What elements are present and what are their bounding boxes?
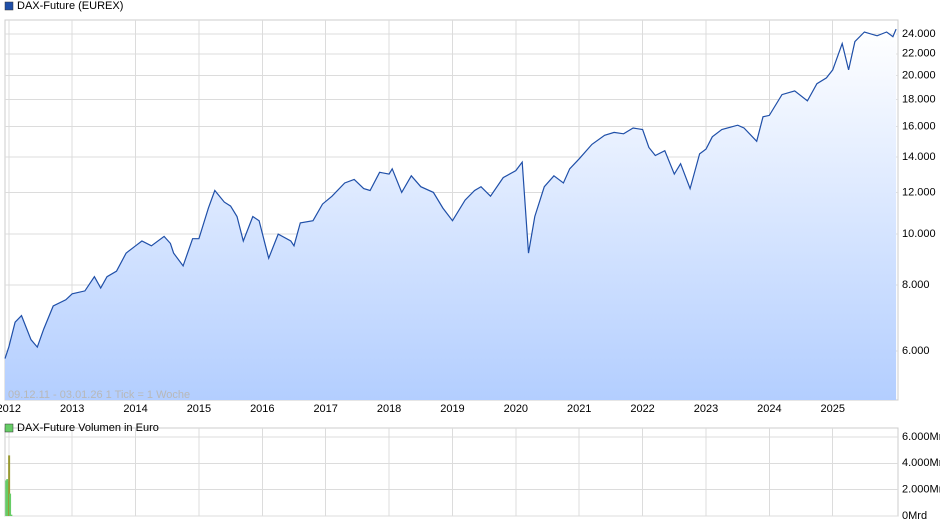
y-tick-label: 18.000 — [902, 94, 936, 106]
x-tick-label: 2022 — [630, 403, 654, 415]
legend-label: DAX-Future (EUREX) — [17, 0, 123, 12]
volume-bar — [8, 455, 11, 516]
x-tick-label: 2024 — [757, 403, 781, 415]
y-tick-label: 14.000 — [902, 151, 936, 163]
area — [5, 29, 897, 400]
annotation: 09.12.11 - 03.01.26 1 Tick = 1 Woche — [8, 389, 190, 401]
legend-label: DAX-Future Volumen in Euro — [17, 422, 159, 434]
volume-bar — [9, 493, 12, 516]
x-tick-label: 2023 — [694, 403, 718, 415]
x-tick-label: 2015 — [187, 403, 211, 415]
y-tick-label: 6.000 — [902, 345, 930, 357]
x-tick-label: 2017 — [313, 403, 337, 415]
x-tick-label: 2019 — [440, 403, 464, 415]
x-tick-label: 2014 — [123, 403, 147, 415]
x-tick-label: 2012 — [0, 403, 21, 415]
price-line — [4, 28, 897, 359]
y-tick-label: 12.000 — [902, 186, 936, 198]
legend-swatch — [4, 1, 14, 11]
y-tick-label: 20.000 — [902, 69, 936, 81]
y-tick-label: 10.000 — [902, 228, 936, 240]
x-tick-label: 2025 — [820, 403, 844, 415]
legend-swatch — [4, 423, 14, 433]
y-tick-label: 8.000 — [902, 279, 930, 291]
y-tick-label: 0Mrd — [902, 510, 927, 522]
x-tick-label: 2021 — [567, 403, 591, 415]
x-tick-label: 2018 — [377, 403, 401, 415]
plot-frame — [4, 427, 899, 517]
y-tick-label: 16.000 — [902, 120, 936, 132]
volume-bar — [10, 514, 13, 516]
x-tick-label: 2016 — [250, 403, 274, 415]
x-tick-label: 2020 — [504, 403, 528, 415]
x-tick-label: 2013 — [60, 403, 84, 415]
y-tick-label: 22.000 — [902, 48, 936, 60]
y-tick-label: 24.000 — [902, 28, 936, 40]
